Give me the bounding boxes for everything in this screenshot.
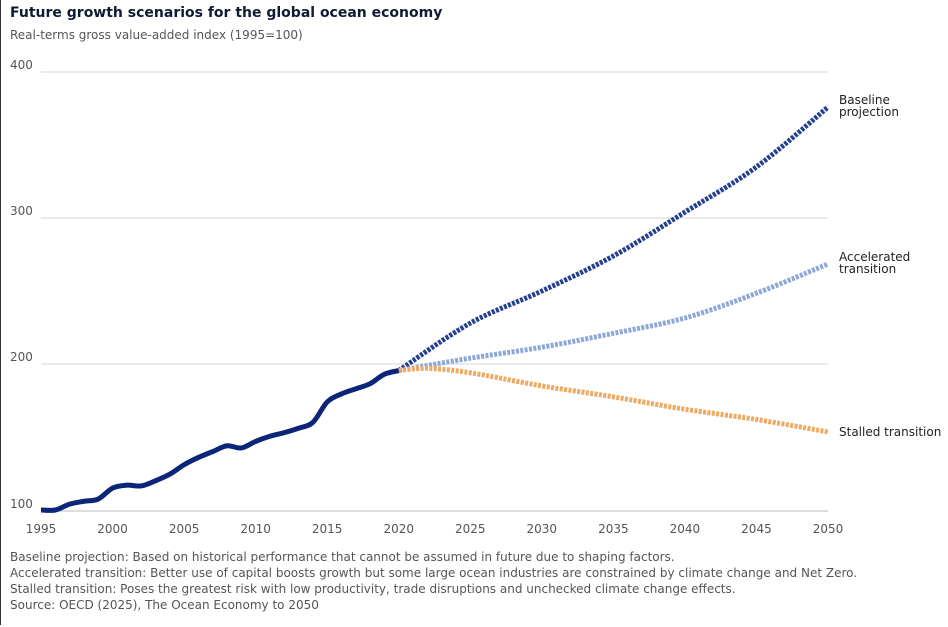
x-tick-label: 2020 — [383, 522, 414, 536]
y-tick-label: 300 — [10, 204, 33, 218]
series-label: Accelerated — [839, 250, 910, 264]
y-tick-label: 400 — [10, 58, 33, 72]
series-label: Stalled transition — [839, 425, 941, 439]
x-tick-label: 2050 — [813, 522, 844, 536]
y-tick-label: 200 — [10, 350, 33, 364]
series-line-accelerated-transition — [398, 261, 829, 374]
series-line-stalled-transition — [398, 365, 829, 435]
chart-title: Future growth scenarios for the global o… — [10, 5, 443, 21]
x-tick-label: 2035 — [598, 522, 629, 536]
note-accelerated: Accelerated transition: Better use of ca… — [10, 566, 858, 580]
series-label: projection — [839, 105, 899, 119]
x-tick-label: 2015 — [312, 522, 343, 536]
historical-line — [40, 368, 400, 513]
x-tick-label: 2045 — [741, 522, 772, 536]
x-tick-label: 2000 — [97, 522, 128, 536]
series-line-baseline-projection — [397, 105, 830, 373]
x-tick-label: 2005 — [169, 522, 200, 536]
x-tick-label: 2030 — [527, 522, 558, 536]
line-chart: 100 200 300 400 1995 2000 2005 2010 2015 2020 2025… — [10, 58, 941, 536]
series-label: transition — [839, 262, 896, 276]
x-tick-label: 1995 — [26, 522, 57, 536]
chart-subtitle: Real-terms gross value-added index (1995… — [10, 28, 303, 42]
y-tick-label: 100 — [10, 497, 33, 511]
x-tick-label: 2040 — [670, 522, 701, 536]
chart-notes: Baseline projection: Based on historical… — [10, 549, 857, 613]
note-stalled: Stalled transition: Poses the greatest r… — [10, 582, 736, 596]
x-tick-label: 2025 — [455, 522, 486, 536]
note-source: Source: OECD (2025), The Ocean Economy t… — [10, 598, 319, 612]
series-label: Baseline — [839, 93, 890, 107]
x-tick-label: 2010 — [240, 522, 271, 536]
note-baseline: Baseline projection: Based on historical… — [10, 550, 675, 564]
